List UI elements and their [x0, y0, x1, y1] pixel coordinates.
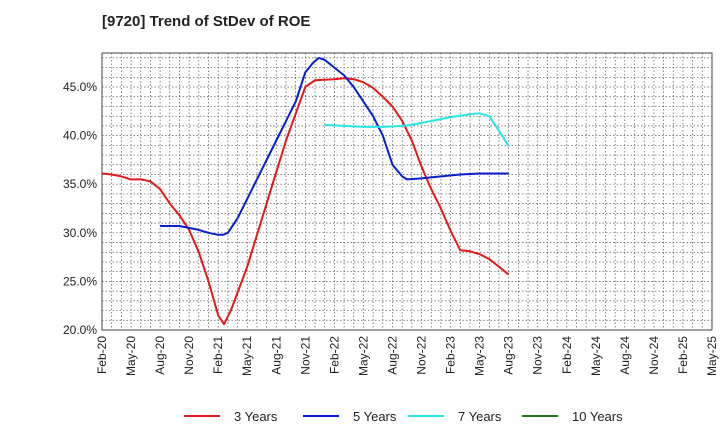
legend-swatch — [408, 415, 444, 417]
legend-swatch — [522, 415, 558, 417]
series-lines — [101, 56, 510, 326]
plot-frame — [101, 52, 713, 331]
x-tick-label: Feb-23 — [444, 336, 458, 374]
x-tick-label: Aug-24 — [618, 336, 632, 375]
legend-swatch — [303, 415, 339, 417]
legend-item-3-years: 3 Years — [184, 406, 277, 426]
x-tick-label: Feb-25 — [676, 336, 690, 374]
y-tick-label: 40.0% — [63, 129, 97, 143]
x-tick-label: May-24 — [589, 336, 603, 376]
y-tick-label: 25.0% — [63, 274, 97, 288]
legend-label: 7 Years — [458, 408, 502, 424]
x-tick-label: Feb-22 — [327, 336, 341, 374]
series-line-7-years — [324, 112, 510, 147]
x-tick-label: Nov-22 — [415, 336, 429, 375]
y-tick-label: 35.0% — [63, 177, 97, 191]
x-tick-label: Nov-21 — [298, 336, 312, 375]
legend-label: 5 Years — [353, 408, 397, 424]
x-tick-label: Feb-20 — [95, 336, 109, 374]
legend-item-7-years: 7 Years — [408, 406, 501, 426]
x-tick-label: Aug-23 — [502, 336, 516, 375]
x-tick-label: Nov-23 — [531, 336, 545, 375]
x-tick-label: Aug-22 — [385, 336, 399, 375]
x-tick-label: May-20 — [124, 336, 138, 376]
x-tick-label: Nov-24 — [647, 336, 661, 375]
series-line-3-years — [101, 77, 510, 326]
x-tick-label: Feb-24 — [560, 336, 574, 374]
x-tick-label: Feb-21 — [211, 336, 225, 374]
y-tick-labels: 20.0% 25.0% 30.0% 35.0% 40.0% 45.0% — [63, 80, 97, 337]
series-line-5-years — [160, 56, 509, 236]
x-tick-labels: Feb-20 May-20 Aug-20 Nov-20 Feb-21 May-21 Aug-… — [95, 336, 719, 376]
y-tick-label: 45.0% — [63, 80, 97, 94]
legend-item-5-years: 5 Years — [303, 406, 396, 426]
legend-swatch — [184, 415, 220, 417]
y-tick-label: 20.0% — [63, 323, 97, 337]
x-tick-label: Nov-20 — [182, 336, 196, 375]
y-tick-label: 30.0% — [63, 226, 97, 240]
legend: 3 Years 5 Years 7 Years 10 Years — [0, 406, 720, 426]
legend-item-10-years: 10 Years — [522, 406, 623, 426]
grid-lines — [102, 53, 712, 330]
x-tick-label: May-21 — [240, 336, 254, 376]
legend-label: 3 Years — [234, 408, 278, 424]
chart-title: [9720] Trend of StDev of ROE — [102, 13, 311, 30]
x-tick-label: Aug-20 — [153, 336, 167, 375]
x-tick-label: Aug-21 — [269, 336, 283, 375]
legend-label: 10 Years — [572, 408, 623, 424]
x-tick-label: May-22 — [356, 336, 370, 376]
x-tick-label: May-23 — [473, 336, 487, 376]
x-tick-label: May-25 — [705, 336, 719, 376]
